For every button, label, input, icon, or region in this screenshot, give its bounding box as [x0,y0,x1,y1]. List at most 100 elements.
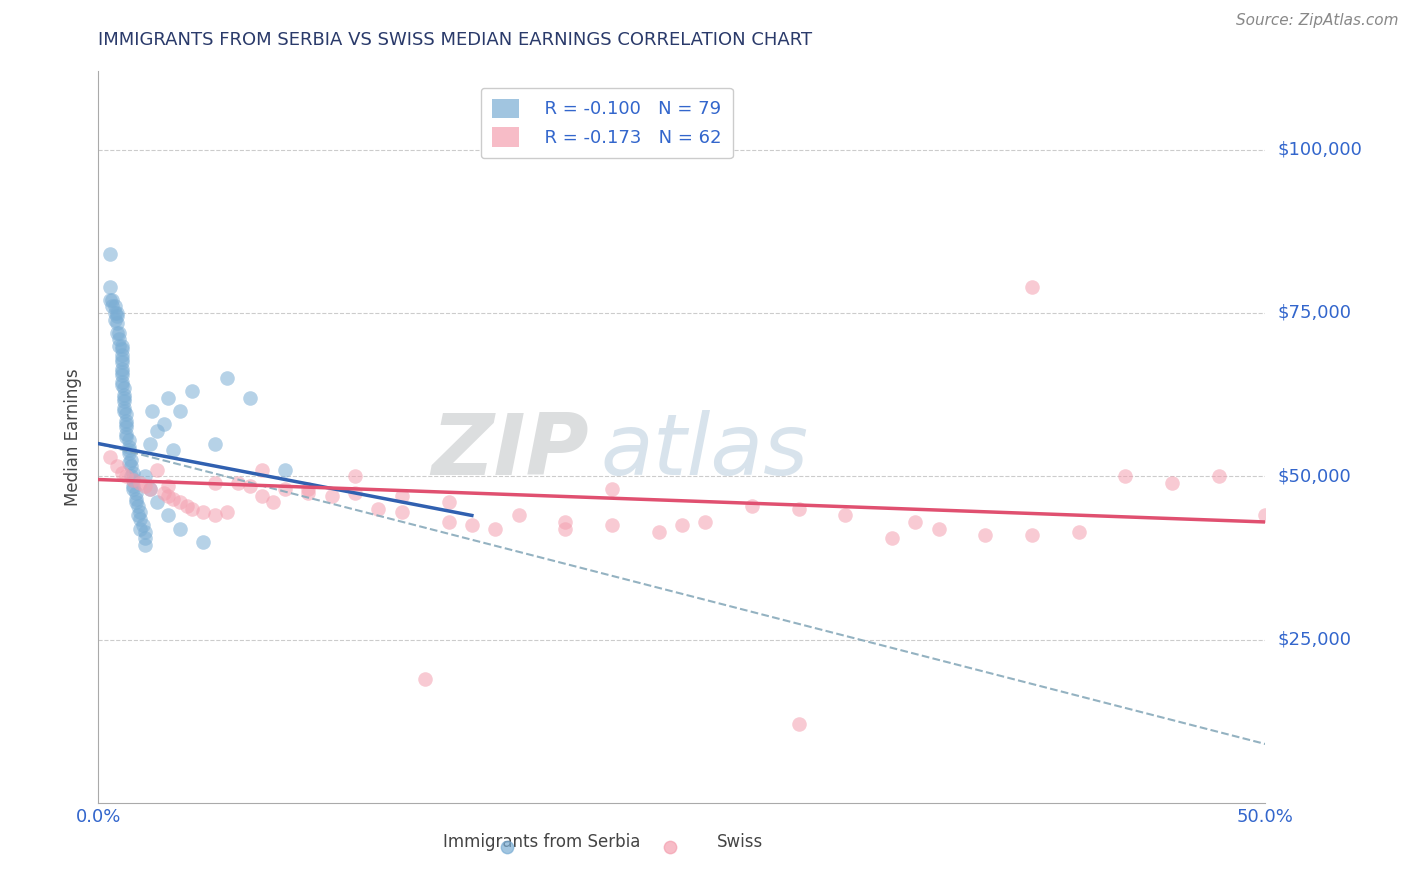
Point [180,502,202,516]
Point [118,440,141,454]
Point [600,483,623,497]
Point [204,508,226,523]
Text: Immigrants from Serbia: Immigrants from Serbia [443,833,641,851]
Point [127,508,149,523]
Point [152,417,174,431]
Point [108,332,131,346]
Point [228,475,250,490]
Point [215,371,238,385]
Point [146,424,169,438]
Point [120,453,142,467]
Point [104,312,127,326]
Point [129,505,152,519]
Point [1254,508,1277,523]
Point [98,450,121,464]
Point [413,672,436,686]
Point [134,524,156,539]
Point [484,521,506,535]
Point [1021,528,1043,542]
Point [741,499,763,513]
Y-axis label: Median Earnings: Median Earnings [65,368,83,506]
Point [904,515,927,529]
Point [193,534,215,549]
Point [105,316,128,330]
Point [437,495,460,509]
Point [391,489,413,503]
Point [880,531,903,545]
Point [176,499,198,513]
Point [115,430,138,444]
Point [111,348,134,362]
Point [461,518,484,533]
Point [134,531,156,545]
Point [162,443,184,458]
Point [695,515,717,529]
Point [112,381,135,395]
Text: ZIP: ZIP [430,410,589,493]
Point [1208,469,1230,483]
Point [274,463,297,477]
Point [115,469,138,483]
Point [204,436,226,450]
Point [105,459,128,474]
Point [193,505,215,519]
Point [508,508,530,523]
Point [391,505,413,519]
Point [134,479,156,493]
Point [120,459,142,474]
Point [98,796,121,810]
Point [141,404,163,418]
Point [111,355,134,369]
Legend:   R = -0.100   N = 79,   R = -0.173   N = 62: R = -0.100 N = 79, R = -0.173 N = 62 [481,87,733,158]
Point [344,485,367,500]
Text: atlas: atlas [600,410,808,493]
Point [111,361,134,376]
Point [157,391,180,405]
Point [129,475,152,490]
Point [112,387,135,401]
Point [321,489,343,503]
Point [98,247,121,261]
Point [152,485,174,500]
Point [111,466,134,480]
Point [204,475,226,490]
Point [108,326,131,340]
Point [118,456,141,470]
Point [297,483,319,497]
Point [118,434,141,448]
Point [122,466,145,480]
Point [101,300,124,314]
Point [180,384,202,399]
Point [125,495,148,509]
Point [122,473,145,487]
Point [250,489,273,503]
Point [974,528,997,542]
Point [274,483,297,497]
Point [787,502,810,516]
Point [112,391,135,405]
Point [600,518,623,533]
Point [105,306,128,320]
Point [367,502,389,516]
Point [111,368,134,382]
Point [132,518,155,533]
Point [554,521,576,535]
Point [115,417,138,431]
Point [139,483,162,497]
Point [134,469,156,483]
Point [262,495,284,509]
Point [157,508,180,523]
Point [139,436,162,450]
Point [437,515,460,529]
Point [111,351,134,366]
Point [134,538,156,552]
Point [112,404,135,418]
Point [122,473,145,487]
Point [1161,475,1184,490]
Point [112,394,135,409]
Point [120,469,142,483]
Text: $50,000: $50,000 [1277,467,1351,485]
Point [125,485,148,500]
Point [98,280,121,294]
Point [787,717,810,731]
